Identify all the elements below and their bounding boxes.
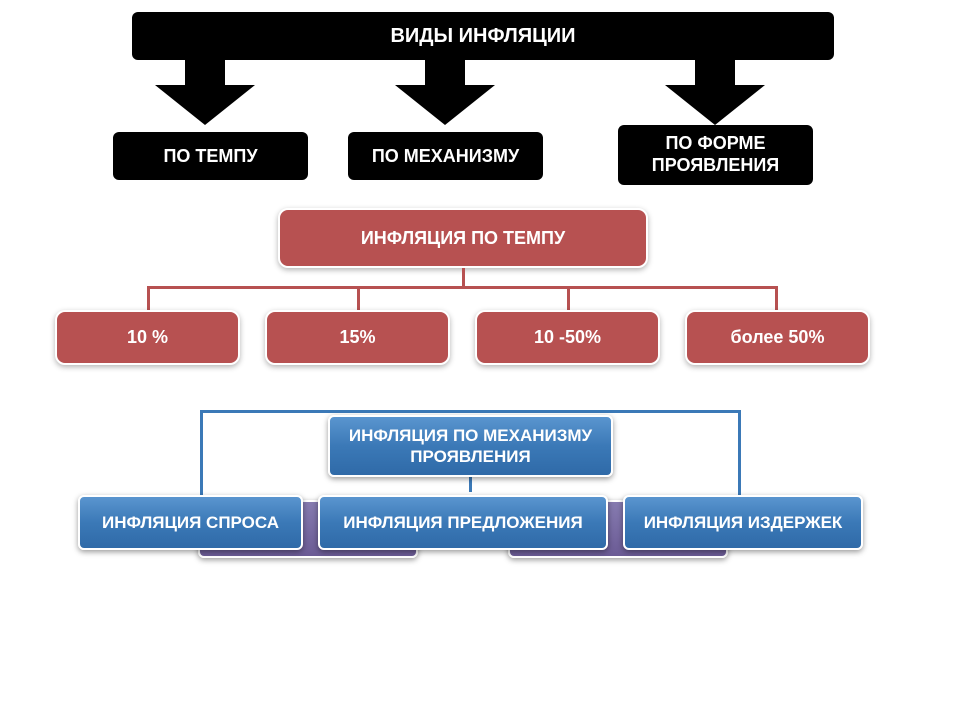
red-connector-v4	[775, 286, 778, 310]
title-box: ВИДЫ ИНФЛЯЦИИ	[132, 12, 834, 60]
blue-connector-h	[200, 410, 740, 413]
category-form: ПО ФОРМЕ ПРОЯВЛЕНИЯ	[618, 125, 813, 185]
red-connector-v2	[357, 286, 360, 310]
blue-connector-v-main	[469, 477, 472, 492]
red-item-2-label: 15%	[339, 327, 375, 348]
category-form-label: ПО ФОРМЕ ПРОЯВЛЕНИЯ	[618, 133, 813, 176]
red-item-2: 15%	[265, 310, 450, 365]
red-item-4-label: более 50%	[731, 327, 825, 348]
category-mechanism: ПО МЕХАНИЗМУ	[348, 132, 543, 180]
blue-item-1: ИНФЛЯЦИЯ СПРОСА	[78, 495, 303, 550]
category-mechanism-label: ПО МЕХАНИЗМУ	[372, 146, 519, 167]
blue-connector-v1	[200, 410, 203, 500]
blue-item-3-label: ИНФЛЯЦИЯ ИЗДЕРЖЕК	[644, 513, 843, 533]
arrow-1	[155, 60, 255, 130]
red-item-1-label: 10 %	[127, 327, 168, 348]
blue-item-1-label: ИНФЛЯЦИЯ СПРОСА	[102, 513, 279, 533]
arrow-3	[665, 60, 765, 130]
red-item-1: 10 %	[55, 310, 240, 365]
red-item-3-label: 10 -50%	[534, 327, 601, 348]
red-title-text: ИНФЛЯЦИЯ ПО ТЕМПУ	[361, 228, 565, 249]
arrow-2	[395, 60, 495, 130]
category-tempo: ПО ТЕМПУ	[113, 132, 308, 180]
blue-item-3: ИНФЛЯЦИЯ ИЗДЕРЖЕК	[623, 495, 863, 550]
red-connector-v1	[147, 286, 150, 310]
blue-connector-v3	[738, 410, 741, 500]
red-item-4: более 50%	[685, 310, 870, 365]
red-item-3: 10 -50%	[475, 310, 660, 365]
red-connector-v-main	[462, 268, 465, 288]
title-text: ВИДЫ ИНФЛЯЦИИ	[390, 25, 575, 48]
blue-title-box: ИНФЛЯЦИЯ ПО МЕХАНИЗМУ ПРОЯВЛЕНИЯ	[328, 415, 613, 477]
blue-item-2: ИНФЛЯЦИЯ ПРЕДЛОЖЕНИЯ	[318, 495, 608, 550]
category-tempo-label: ПО ТЕМПУ	[163, 146, 257, 167]
blue-title-text: ИНФЛЯЦИЯ ПО МЕХАНИЗМУ ПРОЯВЛЕНИЯ	[330, 425, 611, 468]
blue-item-2-label: ИНФЛЯЦИЯ ПРЕДЛОЖЕНИЯ	[343, 513, 582, 533]
red-connector-v3	[567, 286, 570, 310]
red-title-box: ИНФЛЯЦИЯ ПО ТЕМПУ	[278, 208, 648, 268]
red-connector-h	[147, 286, 777, 289]
